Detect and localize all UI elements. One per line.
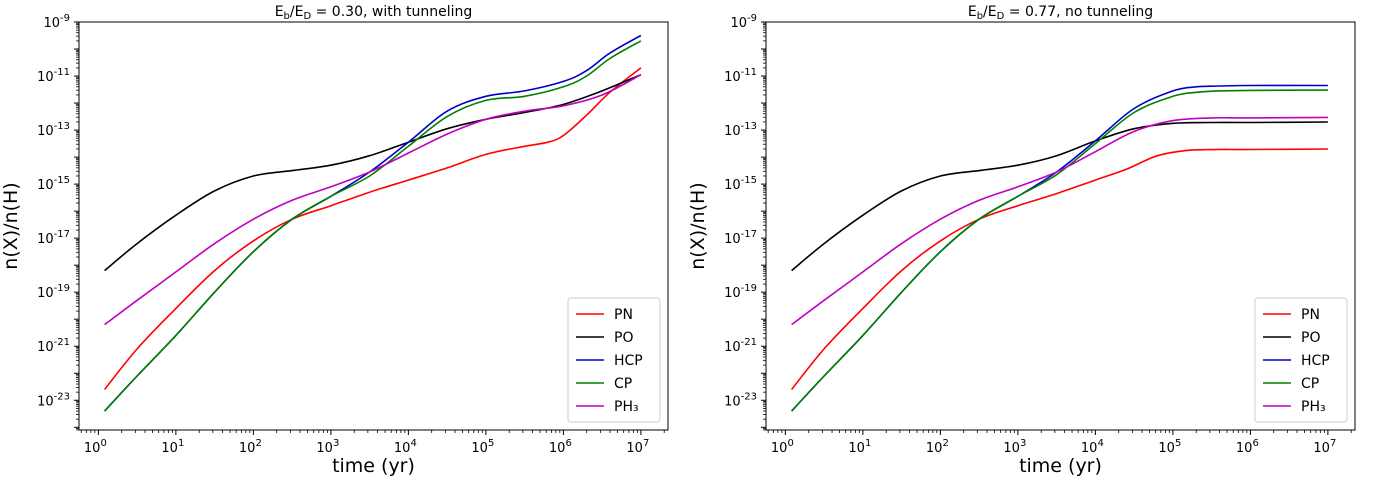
legend-entry: PO	[1301, 330, 1320, 346]
y-tick-label: 10-19	[724, 283, 757, 301]
chart-title: Eb/ED = 0.30, with tunneling	[275, 4, 473, 22]
x-tick-label: 103	[1003, 438, 1026, 456]
y-axis-label: n(X)/n(H)	[0, 182, 22, 269]
legend-box	[1254, 297, 1348, 423]
y-tick-label: 10-15	[724, 175, 757, 193]
legend-entry: CP	[1301, 376, 1319, 392]
y-tick-label: 10-21	[724, 337, 757, 355]
plot-frame	[765, 21, 1356, 431]
series-line-PO	[791, 121, 1328, 272]
x-tick-label: 105	[471, 438, 494, 456]
series-line-HCP	[104, 34, 642, 412]
x-tick-label: 100	[771, 438, 794, 456]
x-axis-label: time (yr)	[1019, 455, 1102, 477]
y-tick-label: 10-13	[724, 121, 757, 139]
x-tick-label: 106	[1236, 438, 1259, 456]
y-tick-label: 10-9	[730, 13, 757, 31]
y-tick-label: 10-23	[724, 391, 757, 409]
series-line-HCP	[791, 84, 1328, 412]
y-tick-label: 10-11	[37, 67, 70, 85]
y-tick-label: 10-17	[724, 229, 757, 247]
chart-panel-2: 100 101 102 103 104 105 106 107 10-23 10-21 10-19 1…	[687, 4, 1356, 477]
y-tick-label: 10-21	[37, 337, 70, 355]
x-tick-label: 102	[239, 438, 262, 456]
plot-frame	[78, 21, 669, 431]
series-line-PN	[790, 148, 1328, 390]
y-tick-label: 10-9	[43, 13, 70, 31]
x-tick-label: 107	[1313, 438, 1336, 456]
legend: PN PO HCP CP PH₃	[567, 297, 661, 423]
legend-entry: PN	[614, 307, 633, 323]
x-tick-label: 101	[161, 438, 184, 456]
x-tick-label: 103	[316, 438, 339, 456]
legend-entry: CP	[614, 376, 632, 392]
x-tick-label: 105	[1158, 438, 1181, 456]
x-tick-label: 104	[394, 438, 417, 456]
y-tick-label: 10-17	[37, 229, 70, 247]
legend-entry: PH₃	[1301, 399, 1326, 415]
legend-entry: HCP	[614, 353, 643, 369]
chart-title: Eb/ED = 0.77, no tunneling	[968, 4, 1153, 22]
y-axis-label: n(X)/n(H)	[687, 182, 709, 269]
y-tick-label: 10-11	[724, 67, 757, 85]
legend-entry: HCP	[1301, 353, 1330, 369]
series-line-PH₃	[791, 116, 1328, 326]
legend: PN PO HCP CP PH₃	[1254, 297, 1348, 423]
series-line-PO	[104, 73, 642, 272]
series-line-PH₃	[104, 73, 642, 326]
chart-panel-1: 100 101 102 103 104 105 106 107 10-23 10-21 10-19 1…	[0, 4, 669, 477]
x-tick-label: 100	[84, 438, 107, 456]
legend-entry: PO	[614, 330, 633, 346]
y-tick-label: 10-23	[37, 391, 70, 409]
y-tick-label: 10-13	[37, 121, 70, 139]
y-tick-label: 10-19	[37, 283, 70, 301]
x-axis-label: time (yr)	[332, 455, 415, 477]
series-line-PN	[103, 67, 642, 390]
legend-entry: PH₃	[614, 399, 639, 415]
legend-box	[567, 297, 661, 423]
x-tick-label: 106	[549, 438, 572, 456]
x-tick-label: 107	[626, 438, 649, 456]
series-line-CP	[104, 40, 642, 412]
x-tick-label: 102	[926, 438, 949, 456]
x-tick-label: 104	[1081, 438, 1104, 456]
y-tick-label: 10-15	[37, 175, 70, 193]
x-tick-label: 101	[848, 438, 871, 456]
series-line-CP	[791, 89, 1328, 412]
legend-entry: PN	[1301, 307, 1320, 323]
